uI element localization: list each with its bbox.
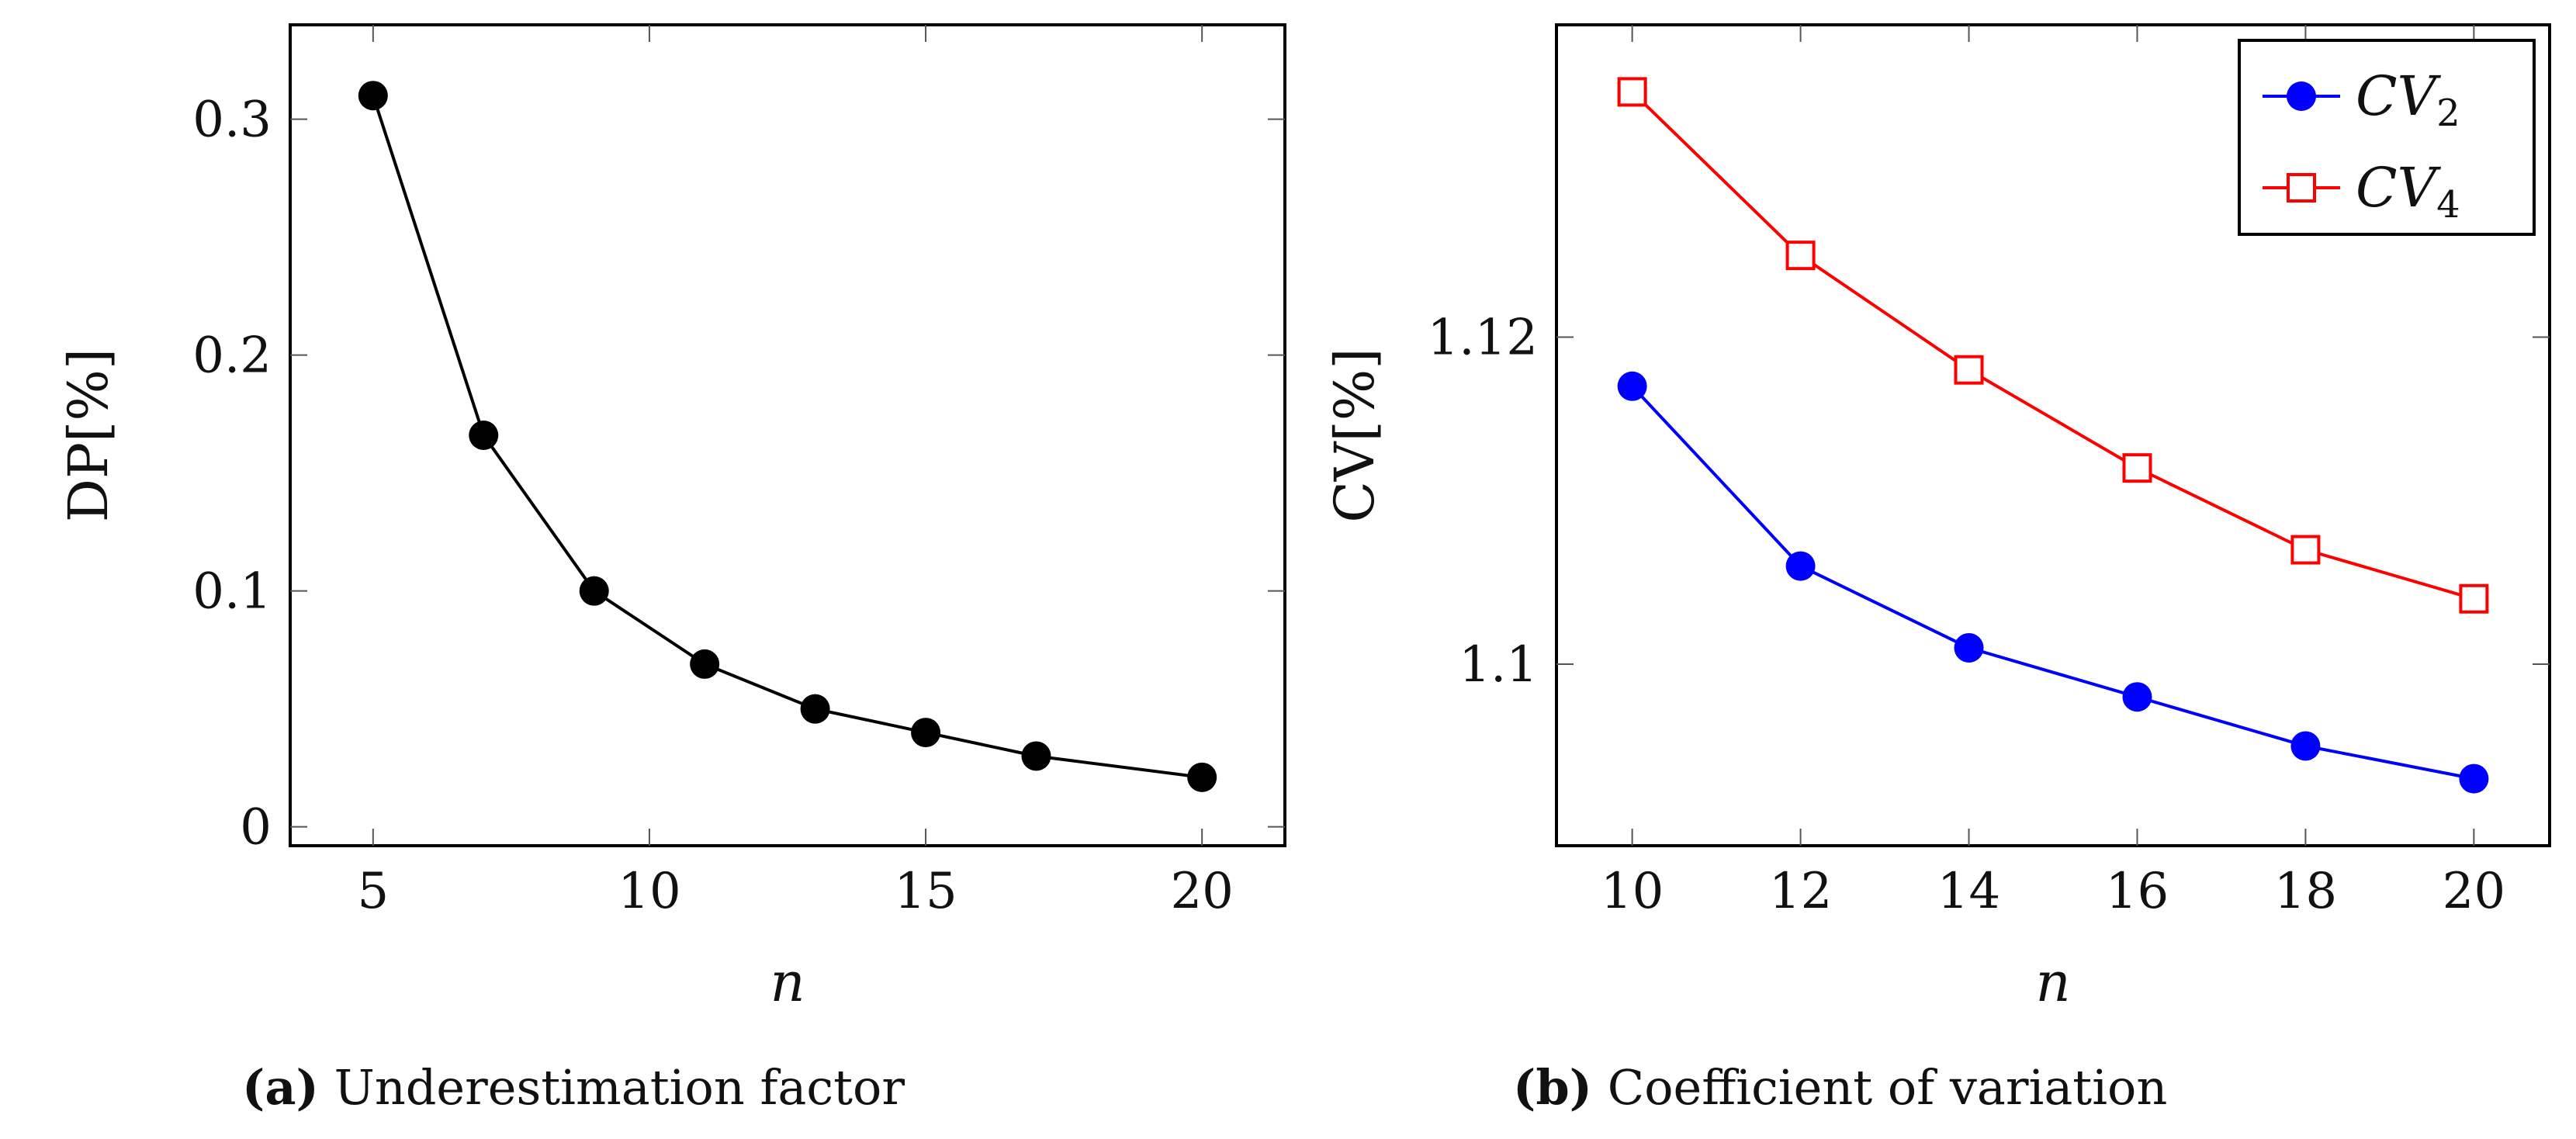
- data-point-dp-15: [911, 718, 941, 748]
- data-point-cv2-20: [2459, 763, 2489, 794]
- x-tick-label: 20: [1170, 863, 1233, 920]
- legend-label-subscript: 2: [2436, 92, 2460, 135]
- legend-label-subscript: 4: [2436, 183, 2460, 227]
- x-tick-label: 14: [1937, 863, 2000, 920]
- x-axis-title: n: [2035, 950, 2070, 1014]
- x-tick-label: 18: [2274, 863, 2337, 920]
- y-axis-title: DP[%]: [57, 348, 120, 522]
- x-tick-label: 5: [357, 863, 389, 920]
- data-point-dp-13: [800, 694, 830, 724]
- legend-marker-cv4: [2287, 173, 2316, 203]
- x-tick-label: 20: [2443, 863, 2505, 920]
- plot-frame: [1555, 23, 2551, 847]
- x-tick-label: 15: [894, 863, 957, 920]
- x-axis-title: n: [770, 950, 805, 1014]
- data-point-dp-17: [1021, 741, 1051, 771]
- y-tick-label: 0.2: [192, 327, 272, 385]
- caption-a: (a) Underestimation factor: [242, 1059, 905, 1116]
- data-point-dp-7: [469, 421, 499, 450]
- data-point-dp-9: [579, 576, 609, 606]
- plot-frame: [289, 23, 1286, 847]
- data-point-dp-5: [358, 81, 388, 111]
- data-point-cv2-10: [1617, 371, 1647, 401]
- x-tick-label: 16: [2106, 863, 2169, 920]
- data-point-cv4-20: [2459, 583, 2489, 614]
- y-tick-label: 0.1: [192, 563, 272, 621]
- caption-a-label: (a): [242, 1059, 319, 1116]
- chart-underestimation-factor: 5 10 15 20 0 0.1 0.2 0.3 n DP[%]: [57, 23, 1286, 1014]
- caption-a-text: Underestimation factor: [334, 1059, 905, 1116]
- data-point-cv2-12: [1785, 551, 1816, 581]
- x-tick-label: 10: [618, 863, 680, 920]
- x-tick-label: 10: [1601, 863, 1664, 920]
- data-point-cv2-14: [1954, 632, 1984, 663]
- caption-b: (b) Coefficient of variation: [1513, 1059, 2167, 1116]
- y-tick-label: 0.3: [192, 92, 272, 149]
- series-line-cv2: [1631, 385, 2474, 781]
- data-point-cv4-10: [1617, 77, 1647, 107]
- legend-label-cv2: CV2: [2356, 64, 2460, 135]
- y-tick-label: 1.1: [1459, 636, 1538, 694]
- series-line-dp: [371, 95, 1203, 779]
- data-point-cv4-16: [2122, 453, 2152, 483]
- series-line-cv4: [1631, 90, 2474, 601]
- legend-label-cv4: CV4: [2356, 156, 2460, 227]
- legend-marker-cv2: [2287, 81, 2316, 111]
- data-point-dp-11: [690, 649, 720, 679]
- data-point-cv4-18: [2290, 535, 2321, 565]
- legend-label-base: CV: [2356, 64, 2442, 128]
- x-tick-label: 12: [1769, 863, 1832, 920]
- y-tick-label: 1.12: [1428, 310, 1539, 367]
- data-point-dp-20: [1187, 762, 1217, 792]
- data-point-cv2-16: [2122, 682, 2152, 712]
- data-point-cv4-12: [1785, 241, 1816, 271]
- caption-b-label: (b): [1513, 1059, 1593, 1116]
- y-tick-label: 0: [240, 799, 272, 857]
- data-point-cv2-18: [2290, 731, 2321, 761]
- data-point-cv4-14: [1954, 355, 1984, 385]
- y-axis-title: CV[%]: [1323, 348, 1387, 522]
- caption-b-text: Coefficient of variation: [1607, 1059, 2168, 1116]
- legend-label-base: CV: [2356, 156, 2442, 220]
